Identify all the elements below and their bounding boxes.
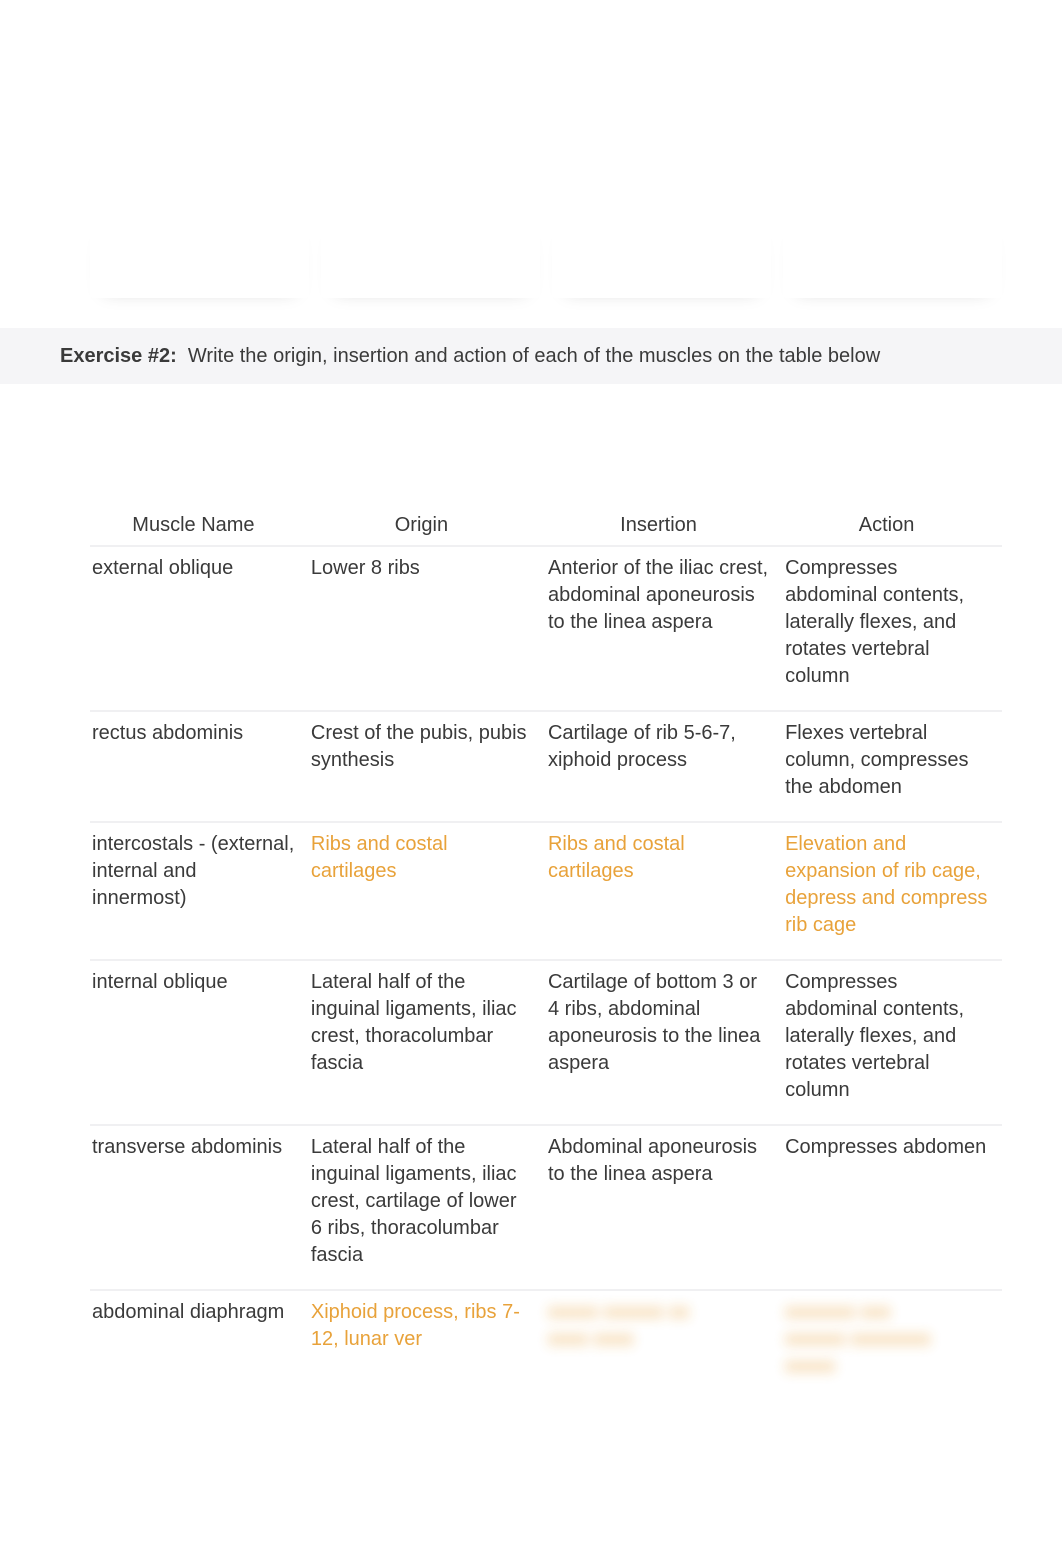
cell-origin: Lower 8 ribs [309, 546, 546, 711]
cell-muscle-name: rectus abdominis [90, 711, 309, 822]
blurred-text: xxxxxxx xxx [785, 1299, 891, 1326]
page-root: Exercise #2: Write the origin, insertion… [0, 0, 1062, 1440]
faded-cell [552, 220, 771, 298]
table-row: transverse abdominis Lateral half of the… [90, 1125, 1002, 1290]
muscle-table-wrap: Muscle Name Origin Insertion Action exte… [0, 384, 1062, 1440]
cell-origin: Xiphoid process, ribs 7-12, lunar ver [309, 1290, 546, 1400]
faded-cell [783, 220, 1002, 298]
blurred-text: xxxxx [785, 1353, 835, 1380]
header-action: Action [783, 504, 1002, 546]
header-insertion: Insertion [546, 504, 783, 546]
top-whitespace [0, 0, 1062, 220]
cell-origin: Crest of the pubis, pubis synthesis [309, 711, 546, 822]
table-row: abdominal diaphragm Xiphoid process, rib… [90, 1290, 1002, 1400]
cell-insertion: Cartilage of rib 5-6-7, xiphoid process [546, 711, 783, 822]
cell-insertion: Anterior of the iliac crest, abdominal a… [546, 546, 783, 711]
cell-muscle-name: external oblique [90, 546, 309, 711]
cell-muscle-name: abdominal diaphragm [90, 1290, 309, 1400]
header-muscle-name: Muscle Name [90, 504, 309, 546]
cell-action: Compresses abdominal contents, laterally… [783, 546, 1002, 711]
faded-preview-row [0, 220, 1062, 298]
cell-insertion: Ribs and costal cartilages [546, 822, 783, 960]
cell-muscle-name: intercostals - (external, internal and i… [90, 822, 309, 960]
blurred-text: xxxxxx xxxxxxxx [785, 1326, 931, 1353]
table-header-row: Muscle Name Origin Insertion Action [90, 504, 1002, 546]
cell-origin: Lateral half of the inguinal ligaments, … [309, 1125, 546, 1290]
cell-action: Compresses abdomen [783, 1125, 1002, 1290]
cell-insertion-blurred: xxxxx xxxxxx xx xxxx xxxx [546, 1290, 783, 1400]
table-row: intercostals - (external, internal and i… [90, 822, 1002, 960]
cell-insertion: Abdominal aponeurosis to the linea asper… [546, 1125, 783, 1290]
cell-muscle-name: transverse abdominis [90, 1125, 309, 1290]
cell-origin: Ribs and costal cartilages [309, 822, 546, 960]
exercise-text: Write the origin, insertion and action o… [188, 345, 880, 367]
header-origin: Origin [309, 504, 546, 546]
blurred-text: xxxx xxxx [548, 1326, 634, 1353]
table-row: external oblique Lower 8 ribs Anterior o… [90, 546, 1002, 711]
table-row: internal oblique Lateral half of the ing… [90, 960, 1002, 1125]
faded-cell [90, 220, 309, 298]
blurred-text: xxxxx xxxxxx xx [548, 1299, 689, 1326]
exercise-instruction: Exercise #2: Write the origin, insertion… [0, 328, 1062, 384]
muscle-table: Muscle Name Origin Insertion Action exte… [90, 504, 1002, 1400]
cell-action: Elevation and expansion of rib cage, dep… [783, 822, 1002, 960]
exercise-label: Exercise #2: [60, 345, 177, 367]
cell-muscle-name: internal oblique [90, 960, 309, 1125]
cell-insertion: Cartilage of bottom 3 or 4 ribs, abdomin… [546, 960, 783, 1125]
cell-action-blurred: xxxxxxx xxx xxxxxx xxxxxxxx xxxxx [783, 1290, 1002, 1400]
table-row: rectus abdominis Crest of the pubis, pub… [90, 711, 1002, 822]
faded-cell [321, 220, 540, 298]
cell-action: Compresses abdominal contents, laterally… [783, 960, 1002, 1125]
cell-action: Flexes vertebral column, compresses the … [783, 711, 1002, 822]
cell-origin: Lateral half of the inguinal ligaments, … [309, 960, 546, 1125]
